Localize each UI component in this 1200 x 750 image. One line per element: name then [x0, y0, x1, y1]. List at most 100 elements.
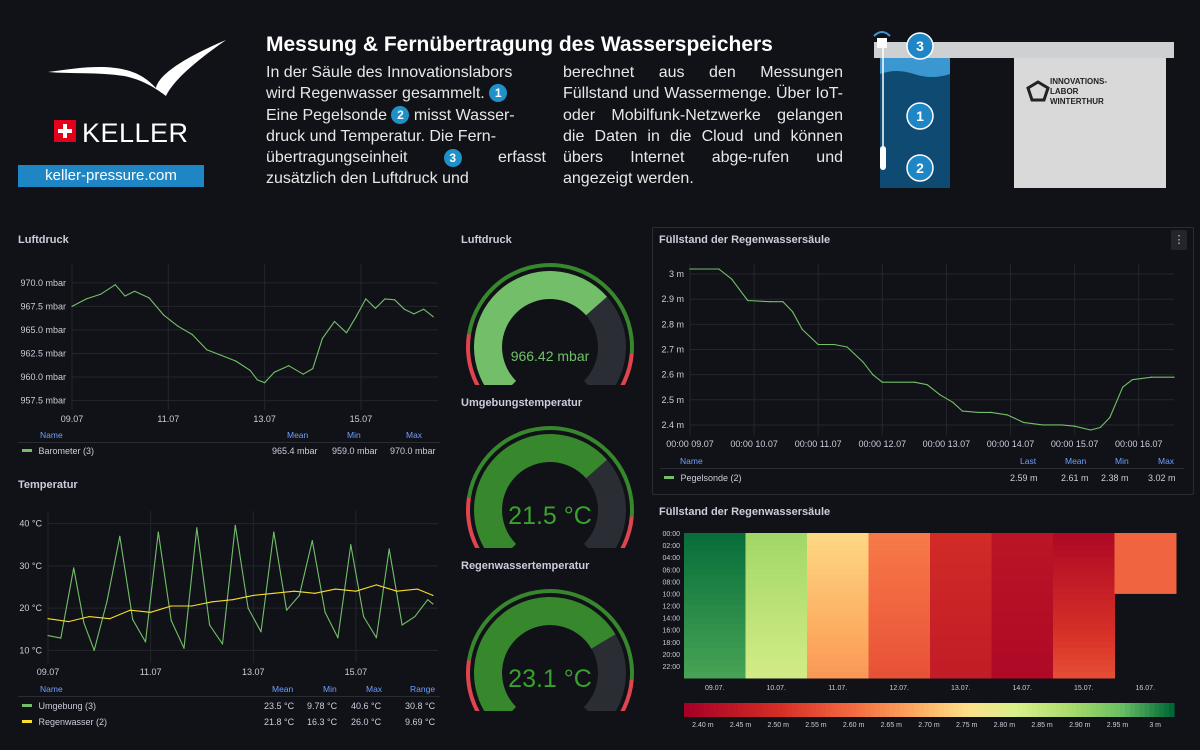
x-tick-label: 09.07.	[705, 685, 725, 692]
legend-value-min: 959.0 mbar	[332, 446, 378, 456]
y-tick-label: 12:00	[662, 604, 680, 611]
y-tick-label: 3 m	[669, 269, 684, 279]
heatmap-cell	[745, 635, 808, 643]
kebab-menu-icon[interactable]: ⋮	[1171, 230, 1187, 250]
scale-segment	[703, 703, 709, 717]
scale-segment	[1056, 703, 1062, 717]
fuellstand-heatmap[interactable]: 00:00 02:00 04:00 06:00 08:00 10:00 12:00 14:00…	[652, 526, 1192, 746]
heatmap-cell	[684, 665, 746, 673]
heatmap-cell	[1114, 539, 1177, 546]
x-tick-label: 13.07	[242, 667, 265, 677]
legend-header-last: Last	[1020, 456, 1037, 466]
panel-title-gauge-umgebung: Umgebungstemperatur	[461, 397, 583, 409]
header: KELLER keller-pressure.com Messung & Fer…	[0, 0, 1200, 215]
scale-segment	[1125, 703, 1131, 717]
data-point	[952, 401, 954, 403]
heatmap-cell	[745, 617, 808, 625]
x-tick-label: 16.07.	[1136, 685, 1156, 692]
heatmap-cell	[745, 581, 808, 588]
heatmap-cell	[745, 605, 808, 613]
data-point	[93, 649, 95, 651]
heatmap-cell	[930, 563, 992, 570]
data-point	[817, 343, 819, 346]
heatmap-cell	[930, 629, 992, 637]
legend-row-barometer[interactable]: Barometer (3)	[22, 446, 94, 456]
data-point	[288, 365, 290, 367]
heatmap-cell	[807, 629, 869, 637]
y-tick-label: 2.7 m	[661, 345, 684, 355]
data-point	[256, 379, 259, 381]
scale-segment	[718, 703, 724, 717]
heatmap-cell	[807, 569, 869, 576]
heatmap-cell	[930, 599, 992, 606]
gauge-regenwassertemperatur: 23.1 °C	[466, 588, 634, 711]
heatmap-cell	[868, 545, 931, 552]
scale-segment	[1012, 703, 1018, 717]
y-tick-label: 16:00	[662, 628, 680, 635]
data-point	[83, 622, 85, 624]
heatmap-cell	[868, 665, 931, 673]
x-tick-label: 11.07	[157, 414, 179, 424]
scale-segment	[1007, 703, 1013, 717]
data-point	[1006, 414, 1008, 416]
data-point	[961, 410, 964, 412]
heatmap-cell	[868, 635, 931, 643]
legend-value: 9.69 °C	[405, 717, 436, 727]
scale-segment	[767, 703, 773, 717]
x-tick-label: 00:00 11.07	[795, 439, 842, 449]
heatmap-cell	[930, 551, 992, 558]
scale-segment	[1115, 703, 1121, 717]
legend-row-pegelsonde[interactable]: Pegelsonde (2)	[664, 473, 742, 483]
temperatur-chart[interactable]: 40 °C 30 °C 20 °C 10 °C 09.07 11.07 13.07 15.07	[0, 505, 445, 683]
heatmap-cell	[930, 653, 992, 661]
scale-tick-label: 2.65 m	[881, 722, 903, 729]
heatmap-cell	[807, 671, 869, 679]
scale-segment	[752, 703, 758, 717]
heatmap-cell	[868, 581, 931, 588]
scale-segment	[835, 703, 842, 717]
x-tick-label: 00:00 09.07	[666, 439, 714, 449]
legend-row-umgebung[interactable]: Umgebung (3)	[22, 701, 96, 711]
y-tick-label: 10 °C	[19, 645, 42, 655]
data-point	[124, 295, 126, 297]
gauge-luftdruck: 966.42 mbar	[466, 262, 634, 385]
data-point	[432, 603, 434, 605]
legend-row-regenwasser[interactable]: Regenwasser (2)	[22, 717, 107, 727]
heatmap-cell	[930, 617, 992, 625]
heatmap-cell	[1053, 581, 1115, 588]
heatmap-cell	[868, 617, 931, 625]
heatmap-cell	[684, 599, 746, 606]
heatmap-cell	[807, 557, 869, 564]
x-tick-label: 15.07	[345, 667, 368, 677]
panel-title-gauge-regenwasser: Regenwassertemperatur	[461, 560, 590, 572]
gauge-value-text: 966.42 mbar	[511, 348, 590, 364]
gauge-umgebungstemperatur: 21.5 °C	[466, 425, 634, 548]
fuellstand-chart[interactable]: 3 m 2.9 m 2.8 m 2.7 m 2.6 m 2.5 m 2.4 m 00:00 0…	[652, 258, 1192, 456]
heatmap-cell	[991, 563, 1054, 570]
data-point	[183, 647, 185, 649]
scale-segment	[855, 703, 861, 717]
scale-segment	[845, 703, 852, 717]
y-tick-label: 02:00	[662, 543, 680, 550]
scale-segment	[737, 703, 744, 717]
heatmap-cell	[807, 593, 869, 600]
heatmap-cell	[684, 545, 746, 552]
y-tick-label: 04:00	[662, 555, 680, 562]
heatmap-cell	[745, 599, 808, 606]
scale-segment	[1105, 703, 1111, 717]
heatmap-cell	[1114, 563, 1177, 570]
data-point	[196, 527, 198, 529]
website-link[interactable]: keller-pressure.com	[18, 165, 204, 187]
scale-tick-label: 2.60 m	[843, 722, 865, 729]
luftdruck-chart[interactable]: 970.0 mbar 967.5 mbar 965.0 mbar 962.5 mbar…	[0, 258, 445, 430]
data-point	[769, 301, 771, 303]
scale-segment	[1041, 703, 1048, 717]
y-tick-label: 957.5 mbar	[20, 396, 66, 406]
data-point	[801, 328, 803, 330]
data-point	[312, 367, 314, 370]
legend-header-max: Max	[406, 430, 423, 440]
data-point	[177, 325, 179, 327]
heatmap-cell	[930, 647, 992, 655]
heatmap-cell	[684, 647, 746, 655]
y-tick-label: 40 °C	[19, 519, 42, 529]
